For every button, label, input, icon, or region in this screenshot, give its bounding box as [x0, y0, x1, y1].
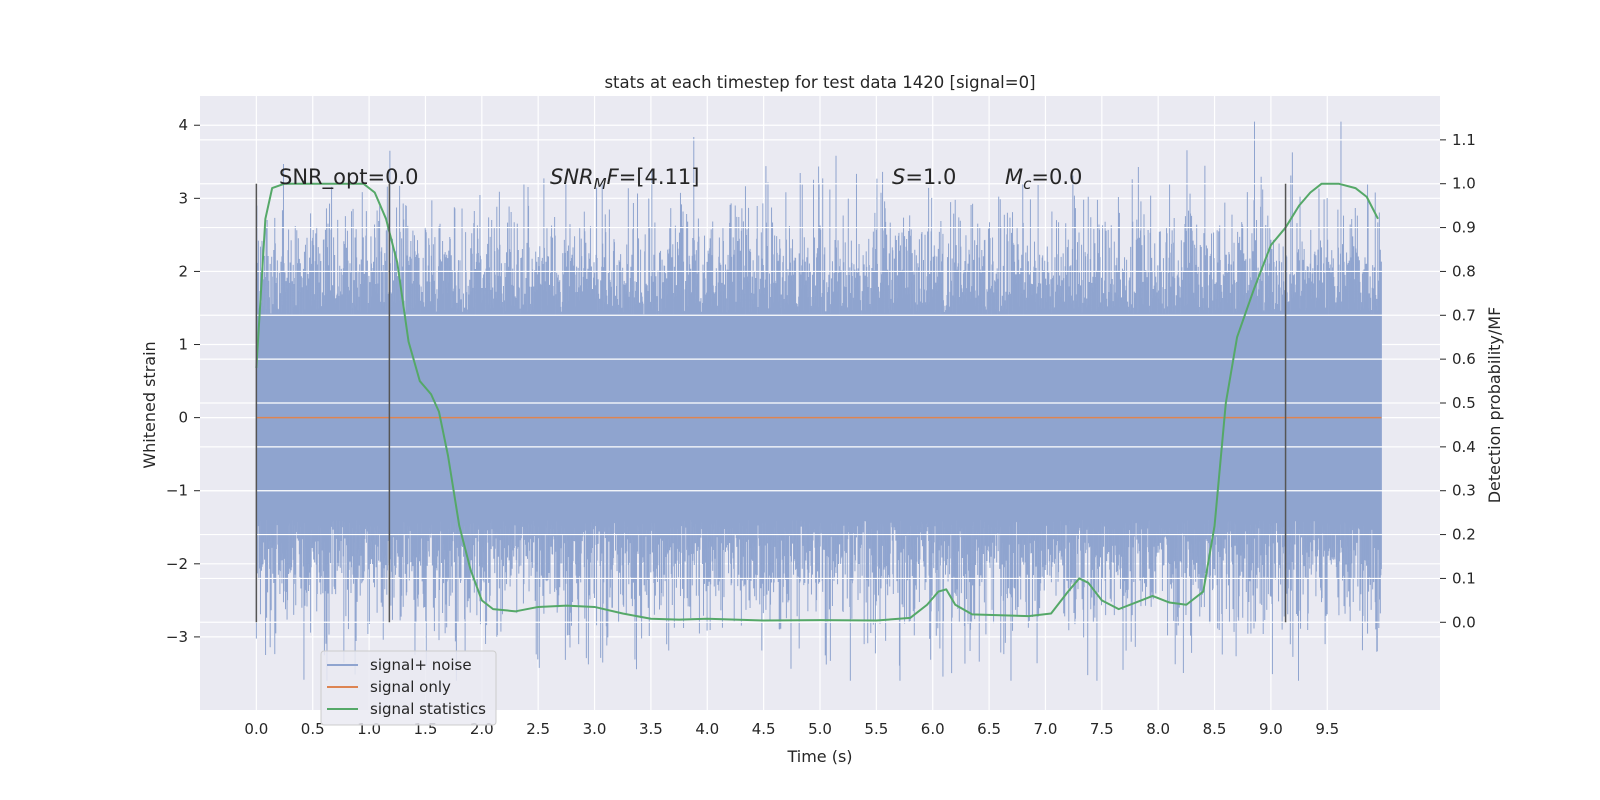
x-tick-label-10: 5.0: [808, 720, 832, 738]
x-tick-label-5: 2.5: [526, 720, 550, 738]
signal-statistics-line: [255, 182, 1379, 622]
x-tick-label-17: 8.5: [1203, 720, 1227, 738]
y2-tick-label-0: 0.0: [1452, 613, 1476, 631]
x-tick-label-1: 0.5: [301, 720, 325, 738]
y-tick-label-0: −3: [166, 628, 188, 646]
x-tick-label-16: 8.0: [1146, 720, 1170, 738]
y-tick-label-1: −2: [166, 555, 188, 573]
x-tick-label-9: 4.5: [752, 720, 776, 738]
x-tick-label-7: 3.5: [639, 720, 663, 738]
y2-tick-label-10: 1.0: [1452, 175, 1476, 193]
y2-tick-label-3: 0.3: [1452, 482, 1476, 500]
y2-ticks: 0.0 0.1 0.2 0.3 0.4 0.5 0.6 0.7 0.8 0.9 1.0 1.1: [1440, 131, 1476, 631]
y-tick-label-3: 0: [178, 409, 188, 427]
legend-box: [320, 650, 497, 726]
x-tick-label-0: 0.0: [244, 720, 268, 738]
y-tick-label-5: 2: [178, 262, 188, 280]
annotation-mc: Mc=0.0: [1005, 165, 1082, 193]
y-axis-label: Whitened strain: [140, 341, 159, 468]
x-tick-label-18: 9.0: [1259, 720, 1283, 738]
annotation-snr-opt: SNR_opt=0.0: [279, 165, 419, 190]
legend-label-signal-noise: signal+ noise: [370, 656, 472, 674]
y2-tick-label-1: 0.1: [1452, 569, 1476, 587]
y2-tick-label-9: 0.9: [1452, 219, 1476, 237]
y2-tick-label-11: 1.1: [1452, 131, 1476, 149]
vertical-markers: [255, 183, 1287, 623]
x-tick-label-19: 9.5: [1315, 720, 1339, 738]
y2-tick-label-2: 0.2: [1452, 526, 1476, 544]
signal-statistics-series: [255, 182, 1379, 622]
x-tick-label-8: 4.0: [695, 720, 719, 738]
y2-axis-label: Detection probability/MF: [1485, 307, 1504, 504]
legend-label-signal-only: signal only: [370, 678, 451, 696]
legend-label-signal-statistics: signal statistics: [370, 700, 486, 718]
y-ticks: −3 −2 −1 0 1 2 3 4: [166, 116, 200, 646]
x-tick-label-11: 5.5: [864, 720, 888, 738]
annotation-s: S=1.0: [892, 165, 956, 189]
y-tick-label-6: 3: [178, 189, 188, 207]
y-tick-label-4: 1: [178, 336, 188, 354]
x-tick-label-15: 7.5: [1090, 720, 1114, 738]
legend: signal+ noise signal only signal statist…: [320, 650, 497, 726]
x-tick-label-14: 7.0: [1034, 720, 1058, 738]
y2-tick-label-5: 0.5: [1452, 394, 1476, 412]
y-tick-label-2: −1: [166, 482, 188, 500]
y-tick-label-7: 4: [178, 116, 188, 134]
y2-tick-label-8: 0.8: [1452, 262, 1476, 280]
y2-tick-label-6: 0.6: [1452, 350, 1476, 368]
x-tick-label-12: 6.0: [921, 720, 945, 738]
chart-title: stats at each timestep for test data 142…: [604, 73, 1035, 92]
y2-tick-label-4: 0.4: [1452, 438, 1476, 456]
x-ticks: 0.0 0.5 1.0 1.5 2.0 2.5 3.0 3.5 4.0 4.5 5.0 5.5 6.0 6…: [244, 720, 1339, 738]
x-axis-label: Time (s): [786, 747, 852, 766]
x-tick-label-6: 3.0: [583, 720, 607, 738]
annotation-snr-mf: SNRMF=[4.11]: [550, 165, 699, 193]
x-tick-label-13: 6.5: [977, 720, 1001, 738]
y2-tick-label-7: 0.7: [1452, 306, 1476, 324]
